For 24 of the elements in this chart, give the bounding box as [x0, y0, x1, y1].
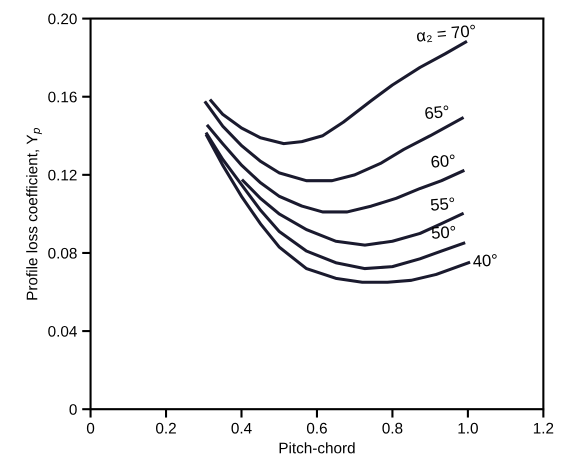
series-label: 60°: [431, 154, 456, 168]
line-series: [209, 40, 468, 146]
x-axis-title: Pitch-chord: [280, 442, 355, 454]
x-tick-label: 0: [86, 422, 94, 434]
y-tick-label: 0.08: [48, 248, 77, 259]
x-tick-label: 0.6: [306, 422, 327, 434]
line-series: [206, 124, 465, 214]
y-tick-label: 0.04: [48, 326, 77, 337]
y-tick-label: 0.16: [48, 92, 77, 102]
series-label: 50°: [431, 226, 456, 239]
x-tick-label: 1.2: [534, 422, 554, 434]
series-label: 55°: [430, 197, 455, 211]
x-tick-label: 1.0: [458, 422, 478, 434]
y-tick-label: 0.20: [48, 13, 77, 24]
y-axis-title: Profile loss coefficient, Y$_{p}$: [26, 128, 42, 300]
x-tick-label: 0.2: [156, 422, 176, 434]
text: 65°: [424, 105, 450, 120]
y-tick-label: 0.12: [48, 170, 77, 181]
y-tick-label: 0: [69, 404, 77, 415]
series-label: 40°: [472, 254, 498, 268]
text: α₂ = 70°: [416, 24, 476, 44]
line-series: [204, 101, 464, 182]
x-tick-label: 0.4: [231, 422, 252, 434]
x-tick-label: 0.8: [382, 422, 402, 434]
